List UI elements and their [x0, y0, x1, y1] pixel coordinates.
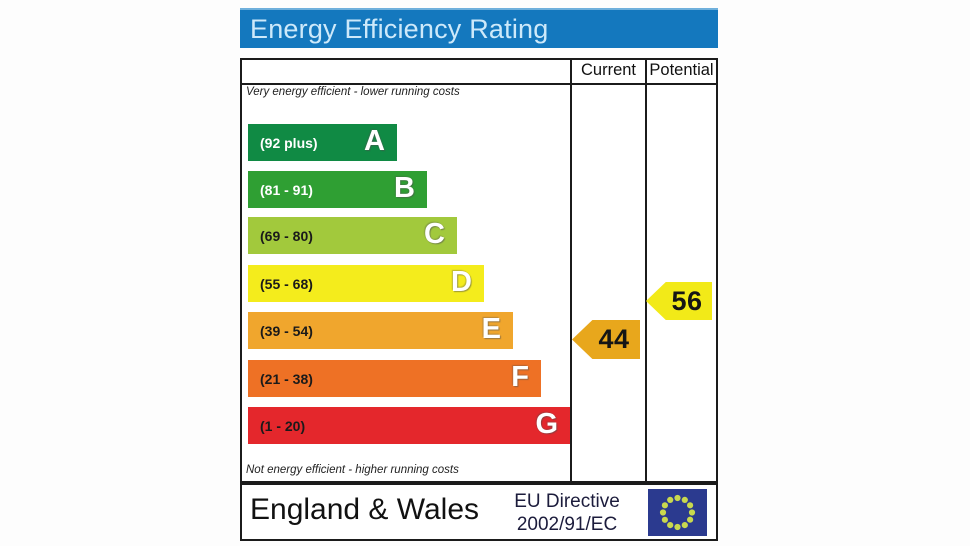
chart-title-bar: Energy Efficiency Rating [240, 8, 718, 48]
band-row-D: (55 - 68) D [248, 265, 484, 302]
eu-directive-line1: EU Directive [514, 491, 620, 512]
eu-directive-label: EU Directive 2002/91/EC [497, 490, 637, 536]
band-letter: A [364, 124, 385, 157]
band-row-F: (21 - 38) F [248, 360, 541, 397]
band-range-label: (55 - 68) [260, 275, 313, 292]
potential-column-divider [645, 58, 647, 483]
band-letter: E [481, 312, 501, 345]
header-divider [240, 83, 718, 85]
current-rating-value: 44 [598, 324, 630, 354]
band-row-E: (39 - 54) E [248, 312, 513, 349]
potential-rating-arrow: 56 [646, 282, 712, 320]
band-row-C: (69 - 80) C [248, 217, 457, 254]
column-header-potential: Potential [649, 61, 714, 79]
band-range-label: (1 - 20) [260, 417, 306, 434]
footer-bar [240, 483, 718, 541]
band-range-label: (69 - 80) [260, 227, 313, 244]
band-letter: F [511, 360, 529, 393]
band-range-label: (39 - 54) [260, 322, 313, 339]
bottom-note: Not energy efficient - higher running co… [246, 464, 459, 476]
band-letter: G [535, 407, 558, 440]
band-letter: D [451, 265, 472, 298]
band-range-label: (21 - 38) [260, 370, 313, 387]
band-letter: B [394, 171, 415, 204]
region-label: England & Wales [250, 493, 480, 526]
band-row-B: (81 - 91) B [248, 171, 427, 208]
eu-directive-line2: 2002/91/EC [516, 514, 618, 536]
band-range-label: (92 plus) [260, 134, 318, 151]
potential-rating-value: 56 [671, 285, 703, 316]
column-header-current: Current [580, 61, 637, 79]
eu-flag-icon [648, 489, 707, 536]
current-column-divider [570, 58, 572, 483]
band-letter: C [424, 217, 445, 250]
chart-title: Energy Efficiency Rating [250, 13, 549, 44]
band-row-G: (1 - 20) G [248, 407, 570, 444]
band-row-A: (92 plus) A [248, 124, 397, 161]
top-note: Very energy efficient - lower running co… [246, 86, 460, 98]
band-range-label: (81 - 91) [260, 181, 313, 198]
